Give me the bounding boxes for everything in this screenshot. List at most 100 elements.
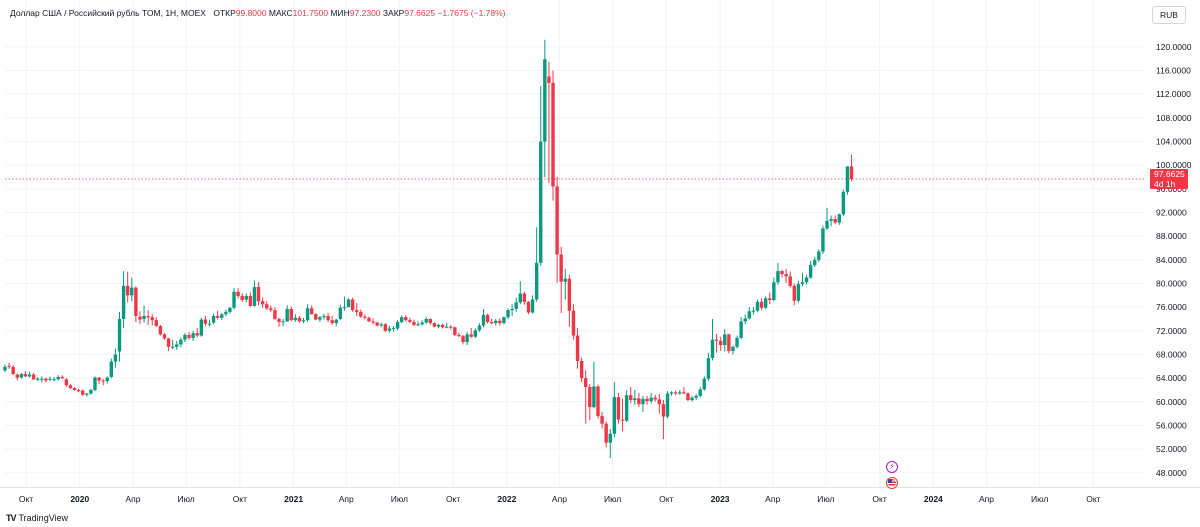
candle — [768, 292, 772, 305]
candle — [375, 321, 379, 327]
candle — [833, 215, 837, 225]
candle — [579, 357, 584, 383]
candle-body — [191, 333, 195, 338]
candle-body — [130, 287, 134, 296]
candle-body — [179, 339, 183, 345]
candle-body — [383, 324, 388, 331]
candle — [563, 268, 567, 300]
candle — [60, 375, 64, 380]
candle-body — [723, 334, 727, 346]
candle-body — [64, 379, 69, 386]
symbol-title[interactable]: Доллар США / Российский рубль TOM, 1Н, M… — [10, 8, 206, 18]
price-axis[interactable]: 48.0000 52.0000 56.0000 60.0000 64.0000 68.00… — [1156, 42, 1192, 478]
candle — [248, 292, 253, 308]
candle — [686, 392, 690, 402]
candle-body — [588, 387, 592, 408]
time-tick-label: Окт — [872, 494, 886, 504]
candle-body — [207, 323, 212, 325]
last-price-label: 97.6625 4d 1h — [1150, 169, 1188, 189]
candle-body — [759, 301, 764, 308]
candle — [653, 394, 657, 402]
candle-body — [449, 326, 453, 328]
candle — [3, 364, 7, 373]
time-axis[interactable]: Окт 2020 Апр Июл Окт 2021 Апр Июл Окт 2022 Апр Июл О… — [0, 487, 1200, 505]
candle-body — [281, 321, 285, 323]
candle — [620, 398, 625, 432]
candle — [763, 296, 768, 309]
candle-body — [220, 314, 224, 318]
candle — [166, 337, 171, 351]
candle-body — [604, 423, 608, 443]
candle — [310, 305, 314, 315]
candle-body — [154, 320, 159, 327]
candle-body — [849, 166, 854, 179]
dividends-icon[interactable]: ⚡ — [886, 461, 898, 473]
currency-button[interactable]: RUB — [1152, 6, 1186, 24]
candle-body — [215, 316, 220, 318]
candle-body — [105, 377, 109, 382]
candle-body — [473, 330, 478, 337]
candle-body — [342, 307, 347, 309]
candle — [330, 316, 334, 325]
candle — [285, 305, 289, 322]
candle — [698, 387, 702, 398]
tradingview-brand[interactable]: TV TradingView — [6, 513, 68, 523]
time-tick-label: Июл — [604, 494, 621, 504]
candle-body — [195, 333, 199, 336]
us-flag-icon[interactable] — [886, 477, 898, 489]
candle-body — [629, 395, 633, 401]
price-tick-label: 48.0000 — [1156, 468, 1187, 478]
candle — [784, 268, 788, 283]
candle — [514, 297, 518, 312]
candle — [502, 316, 506, 325]
candle-body — [428, 318, 433, 324]
candle — [690, 395, 694, 402]
time-tick-label: Апр — [765, 494, 780, 504]
candle-body — [138, 316, 142, 320]
candle-body — [735, 337, 739, 347]
candle-body — [461, 336, 465, 343]
candle — [424, 317, 428, 324]
candle-body — [592, 386, 596, 408]
candle-body — [322, 316, 326, 318]
candle — [326, 313, 330, 322]
candle-body — [792, 285, 796, 301]
candle-body — [203, 319, 208, 324]
candle — [48, 376, 52, 382]
candle-body — [244, 295, 248, 300]
candle — [498, 318, 502, 326]
candle-body — [36, 378, 40, 380]
candle — [297, 316, 302, 323]
candle — [796, 280, 801, 303]
candle-body — [690, 397, 694, 401]
candle — [735, 335, 739, 349]
candle — [170, 339, 175, 350]
candle — [682, 387, 686, 395]
candle-body — [510, 308, 514, 311]
candle-body — [657, 399, 662, 405]
candle-body — [710, 339, 715, 359]
candle-body — [682, 392, 686, 394]
candle — [534, 227, 539, 302]
candle — [841, 189, 846, 217]
time-tick-label: Апр — [552, 494, 567, 504]
candle — [522, 291, 527, 305]
candle-body — [48, 378, 52, 380]
candle — [363, 314, 367, 320]
candle-body — [289, 308, 293, 321]
candle-body — [150, 317, 154, 321]
candle — [428, 318, 433, 325]
candle — [759, 298, 764, 311]
candle-body — [399, 317, 404, 322]
price-tick-label: 60.0000 — [1156, 397, 1187, 407]
candle-body — [301, 320, 306, 322]
candle-body — [359, 311, 363, 317]
candle — [236, 288, 240, 299]
candle — [19, 372, 24, 379]
candle-body — [444, 326, 449, 328]
candle — [849, 154, 854, 182]
candle — [792, 283, 796, 306]
candle-body — [608, 433, 612, 443]
candle-body — [530, 299, 535, 313]
